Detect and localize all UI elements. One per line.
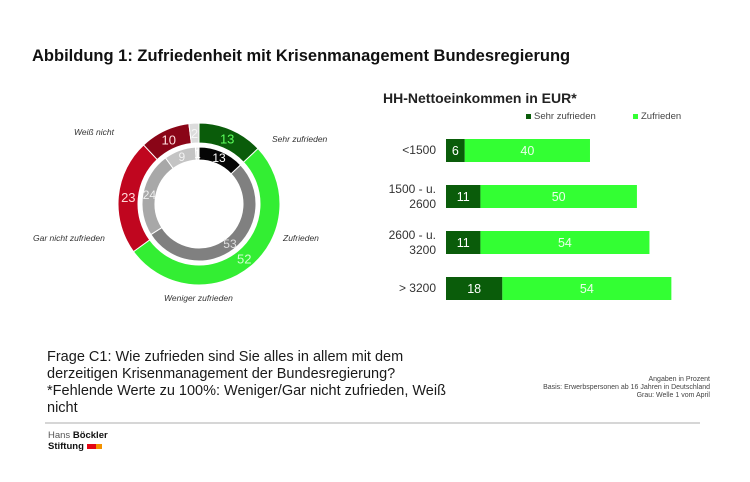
category-label: <1500 (356, 143, 436, 158)
donut-value-label: 1 (194, 147, 201, 161)
bar-value-label: 40 (520, 144, 534, 158)
legend-item-sehr-zufrieden: Sehr zufrieden (526, 111, 596, 122)
donut-value-label: 23 (121, 190, 135, 205)
question-text: Frage C1: Wie zufrieden sind Sie alles i… (47, 349, 447, 417)
donut-value-label: 52 (237, 251, 251, 266)
donut-segment (132, 147, 281, 286)
donut-label-weiss-nicht: Weiß nicht (74, 127, 114, 137)
note-basis: Basis: Erwerbspersonen ab 16 Jahren in D… (543, 384, 710, 391)
bar-segment (446, 231, 481, 254)
bar-value-label: 11 (457, 236, 470, 250)
question-line: Frage C1: Wie zufrieden sind Sie alles i… (47, 349, 404, 365)
donut-value-label: 10 (162, 132, 176, 147)
bar-segment (446, 277, 503, 300)
category-label: 2600 - u. 3200 (356, 228, 436, 258)
logo-text-hans: Hans (48, 430, 71, 441)
logo: Hans Böckler Stiftung (48, 430, 108, 452)
note-unit: Angaben in Prozent (648, 376, 711, 383)
logo-red-block-icon (86, 444, 96, 449)
bar-chart-title: HH-Nettoeinkommen in EUR* (383, 90, 577, 106)
donut-label-weniger-zufrieden: Weniger zufrieden (164, 293, 233, 303)
category-label-line: 2600 - u. (388, 227, 436, 242)
donut-value-label: 53 (223, 237, 237, 251)
category-label-line: <1500 (402, 143, 436, 157)
category-label-line: 2600 (409, 196, 436, 211)
bar-chart: 6 40 11 50 11 54 18 54 (446, 139, 672, 300)
question-line: *Fehlende Werte zu 100%: Weniger/Gar nic… (47, 383, 446, 399)
bar-segment (480, 185, 637, 208)
divider (45, 422, 700, 424)
bar-value-label: 11 (457, 190, 470, 204)
donut-segment (188, 122, 200, 145)
bar-value-label: 54 (580, 282, 594, 296)
category-label: 1500 - u. 2600 (356, 182, 436, 212)
bar-segment (502, 277, 672, 300)
category-label: > 3200 (356, 281, 436, 296)
category-label-line: 3200 (409, 242, 436, 257)
bar-segment (446, 139, 465, 162)
legend-swatch-icon (633, 114, 638, 119)
bar-segment (464, 139, 590, 162)
bar-value-label: 6 (452, 144, 459, 158)
legend-item-zufrieden: Zufrieden (633, 111, 681, 122)
question-line: nicht (47, 400, 78, 416)
legend-label: Zufrieden (641, 111, 682, 122)
legend-label: Sehr zufrieden (534, 111, 596, 122)
figure-title: Abbildung 1: Zufriedenheit mit Krisenman… (32, 47, 571, 65)
bar-value-label: 54 (558, 236, 572, 250)
question-line: derzeitigen Krisenmanagement der Bundesr… (47, 366, 396, 382)
donut-segment (194, 146, 200, 161)
legend-swatch-icon (526, 114, 531, 119)
logo-orange-block-icon (95, 444, 102, 449)
bar-segment (480, 231, 650, 254)
bar-value-label: 18 (467, 282, 481, 296)
donut-value-label: 9 (179, 150, 186, 164)
donut-chart: 13 52 23 10 2 13 53 24 9 1 (117, 122, 281, 286)
donut-value-label: 24 (143, 188, 157, 202)
category-label-line: > 3200 (398, 281, 436, 295)
donut-label-zufrieden: Zufrieden (283, 233, 319, 243)
donut-value-label: 13 (220, 132, 234, 147)
bar-segment (446, 185, 481, 208)
donut-value-label: 2 (191, 126, 198, 141)
category-label-line: 1500 - u. (388, 181, 436, 196)
logo-text-stiftung: Stiftung (48, 441, 84, 452)
note-grey: Grau: Welle 1 vom April (636, 392, 710, 399)
donut-label-gar-nicht-zufrieden: Gar nicht zufrieden (33, 233, 105, 243)
donut-value-label: 13 (212, 151, 226, 165)
logo-text-boeckler: Böckler (72, 430, 108, 441)
bar-value-label: 50 (552, 190, 566, 204)
donut-label-sehr-zufrieden: Sehr zufrieden (272, 134, 328, 144)
